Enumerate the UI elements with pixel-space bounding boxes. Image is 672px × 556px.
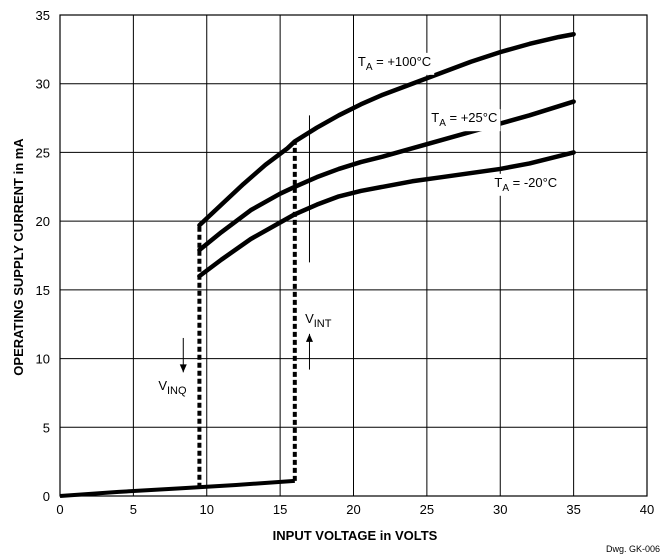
x-tick-labels: 0 5 10 15 20 25 30 35 40 — [56, 502, 654, 517]
y-tick-label-7: 35 — [36, 8, 50, 23]
plot-frame — [59, 14, 648, 497]
x-tick-label-2: 10 — [200, 502, 214, 517]
series-label-1: TA = +25°C — [431, 110, 497, 129]
y-tick-label-3: 15 — [36, 283, 50, 298]
x-tick-label-5: 25 — [420, 502, 434, 517]
y-axis-title: OPERATING SUPPLY CURRENT in mA — [11, 138, 26, 376]
arrow-head-int — [305, 333, 313, 342]
y-tick-labels: 0 5 10 15 20 25 30 35 — [36, 8, 50, 504]
series-line-2 — [197, 150, 576, 279]
x-tick-label-8: 40 — [640, 502, 654, 517]
annotations: VINQ VINT — [158, 115, 332, 397]
series-label-0: TA = +100°C — [358, 54, 431, 73]
arrow-head-inq — [179, 364, 187, 373]
hysteresis-lines — [59, 141, 297, 498]
x-tick-label-6: 30 — [493, 502, 507, 517]
series-label-bg-2 — [491, 173, 561, 196]
series-labels: TA = +100°C TA = +25°C TA = -20°C — [354, 52, 561, 196]
x-axis-title: INPUT VOLTAGE in VOLTS — [273, 528, 438, 543]
gridlines — [59, 14, 648, 497]
drawing-credit: Dwg. GK-006 — [606, 544, 660, 554]
annotation-inq: VINQ — [158, 378, 187, 397]
x-tick-label-0: 0 — [56, 502, 63, 517]
x-tick-label-4: 20 — [346, 502, 360, 517]
annotation-int: VINT — [305, 311, 332, 330]
y-tick-label-1: 5 — [43, 420, 50, 435]
y-tick-label-5: 25 — [36, 145, 50, 160]
y-tick-label-2: 10 — [36, 352, 50, 367]
x-tick-label-3: 15 — [273, 502, 287, 517]
series-label-bg-0 — [354, 52, 435, 75]
y-tick-label-6: 30 — [36, 77, 50, 92]
series-line-0 — [197, 31, 576, 228]
plot-border — [59, 14, 648, 497]
y-tick-label-4: 20 — [36, 214, 50, 229]
y-tick-label-0: 0 — [43, 489, 50, 504]
series-label-2: TA = -20°C — [494, 175, 557, 194]
baseline-current-line — [59, 478, 295, 498]
x-tick-label-7: 35 — [566, 502, 580, 517]
x-tick-label-1: 5 — [130, 502, 137, 517]
series-label-bg-1 — [428, 109, 501, 132]
